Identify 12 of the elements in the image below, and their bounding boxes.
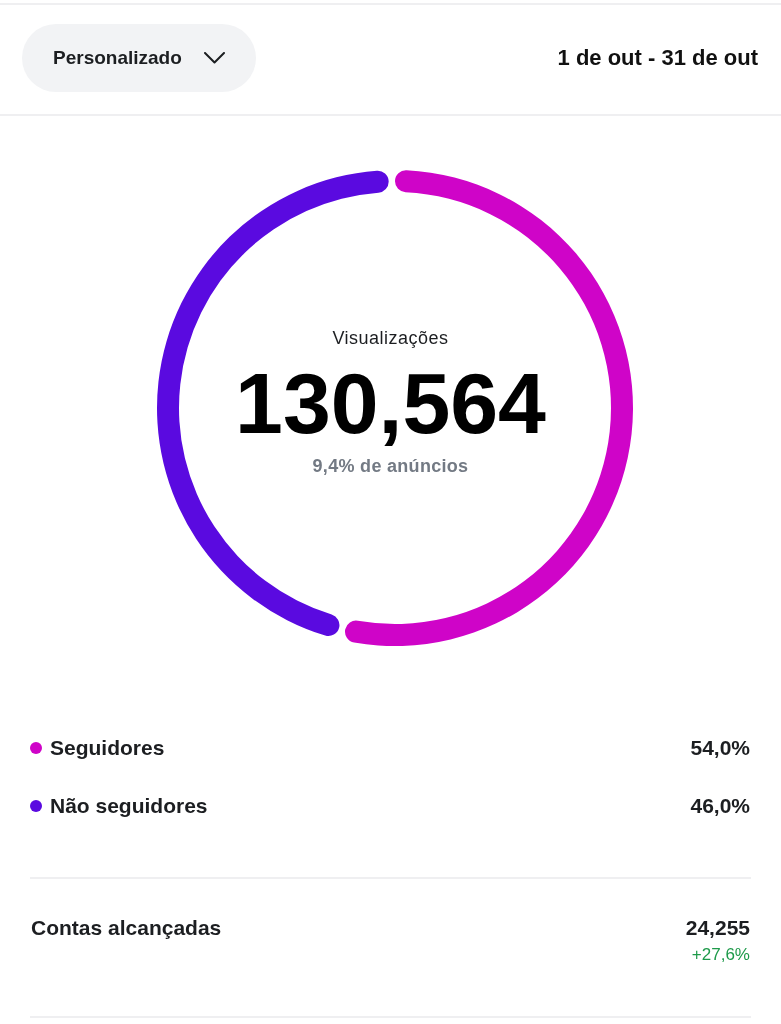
text: +27,6% [691,945,750,964]
text: 130,564 [235,355,546,451]
data-label: 46,0% [690,794,750,817]
text: Contas alcançadas [31,916,222,939]
legend-label: Seguidores [50,736,165,759]
text: Visualizações [332,328,449,348]
dropdown-button: Personalizado [22,24,256,92]
text: 24,255 [685,916,750,939]
data-label: 54,0% [690,736,750,759]
legend-label: Não seguidores [50,794,208,817]
text: 1 de out - 31 de out [557,45,758,70]
text: 9,4% de anúncios [312,456,469,476]
